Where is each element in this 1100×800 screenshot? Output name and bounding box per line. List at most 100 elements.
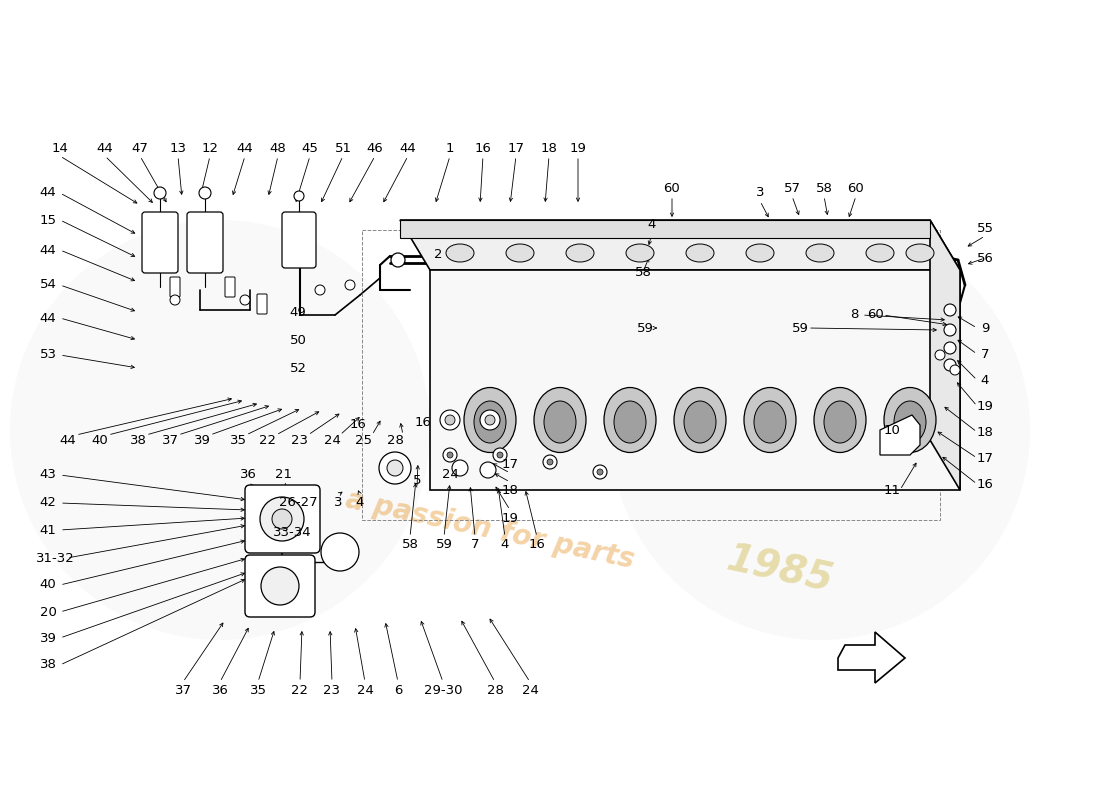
Ellipse shape bbox=[566, 244, 594, 262]
Circle shape bbox=[480, 410, 501, 430]
Ellipse shape bbox=[866, 244, 894, 262]
Text: 48: 48 bbox=[270, 142, 286, 154]
Text: 7: 7 bbox=[981, 347, 989, 361]
Circle shape bbox=[543, 455, 557, 469]
Ellipse shape bbox=[744, 387, 796, 453]
Text: 23: 23 bbox=[292, 434, 308, 446]
Text: 43: 43 bbox=[40, 469, 56, 482]
Text: 16: 16 bbox=[977, 478, 993, 490]
FancyBboxPatch shape bbox=[226, 277, 235, 297]
Ellipse shape bbox=[474, 401, 506, 443]
Text: 18: 18 bbox=[502, 483, 518, 497]
Text: 22: 22 bbox=[292, 683, 308, 697]
Text: 22: 22 bbox=[260, 434, 276, 446]
Text: 31-32: 31-32 bbox=[35, 551, 75, 565]
Ellipse shape bbox=[684, 401, 716, 443]
Text: 37: 37 bbox=[175, 683, 191, 697]
Text: 60: 60 bbox=[663, 182, 681, 194]
Circle shape bbox=[154, 187, 166, 199]
Circle shape bbox=[452, 460, 468, 476]
Text: 58: 58 bbox=[402, 538, 418, 551]
Text: 17: 17 bbox=[507, 142, 525, 154]
Text: 54: 54 bbox=[40, 278, 56, 291]
Ellipse shape bbox=[544, 401, 576, 443]
Text: 3: 3 bbox=[333, 497, 342, 510]
Text: 10: 10 bbox=[883, 423, 901, 437]
Circle shape bbox=[321, 533, 359, 571]
Text: 15: 15 bbox=[40, 214, 56, 226]
Text: 60: 60 bbox=[867, 309, 883, 322]
Text: 44: 44 bbox=[399, 142, 417, 154]
Text: 44: 44 bbox=[40, 186, 56, 199]
Text: 2: 2 bbox=[433, 249, 442, 262]
Ellipse shape bbox=[674, 387, 726, 453]
Text: 17: 17 bbox=[502, 458, 518, 471]
FancyBboxPatch shape bbox=[142, 212, 178, 273]
Ellipse shape bbox=[806, 244, 834, 262]
Ellipse shape bbox=[824, 401, 856, 443]
Text: 24: 24 bbox=[323, 434, 340, 446]
Ellipse shape bbox=[746, 244, 774, 262]
Text: 40: 40 bbox=[91, 434, 109, 446]
Text: 37: 37 bbox=[162, 434, 178, 446]
Text: 16: 16 bbox=[415, 415, 431, 429]
Circle shape bbox=[390, 253, 405, 267]
Circle shape bbox=[345, 280, 355, 290]
Text: 11: 11 bbox=[883, 483, 901, 497]
Text: 59: 59 bbox=[637, 322, 653, 334]
Text: 4: 4 bbox=[648, 218, 657, 231]
Text: 8: 8 bbox=[850, 309, 858, 322]
Text: 44: 44 bbox=[97, 142, 113, 154]
FancyBboxPatch shape bbox=[170, 277, 180, 297]
Text: 4: 4 bbox=[355, 497, 364, 510]
Circle shape bbox=[610, 220, 1030, 640]
Text: 28: 28 bbox=[486, 683, 504, 697]
Text: 44: 44 bbox=[236, 142, 253, 154]
FancyBboxPatch shape bbox=[187, 212, 223, 273]
Ellipse shape bbox=[626, 244, 654, 262]
Circle shape bbox=[260, 497, 304, 541]
Text: 9: 9 bbox=[981, 322, 989, 334]
Text: 20: 20 bbox=[40, 606, 56, 618]
Text: 23: 23 bbox=[323, 683, 341, 697]
Ellipse shape bbox=[534, 387, 586, 453]
Text: 56: 56 bbox=[977, 251, 993, 265]
Circle shape bbox=[440, 410, 460, 430]
Ellipse shape bbox=[884, 387, 936, 453]
Text: 16: 16 bbox=[529, 538, 546, 551]
Text: 41: 41 bbox=[40, 523, 56, 537]
FancyBboxPatch shape bbox=[245, 485, 320, 553]
Circle shape bbox=[485, 415, 495, 425]
Circle shape bbox=[315, 285, 324, 295]
Text: 33-34: 33-34 bbox=[273, 526, 311, 539]
Circle shape bbox=[261, 567, 299, 605]
Text: 29-30: 29-30 bbox=[424, 683, 462, 697]
Text: 26-27: 26-27 bbox=[278, 497, 317, 510]
Text: 25: 25 bbox=[355, 434, 373, 446]
Ellipse shape bbox=[464, 387, 516, 453]
Circle shape bbox=[447, 452, 453, 458]
Text: 44: 44 bbox=[59, 434, 76, 446]
Text: 16: 16 bbox=[350, 418, 366, 431]
Text: 1: 1 bbox=[446, 142, 454, 154]
Text: 12: 12 bbox=[201, 142, 219, 154]
Ellipse shape bbox=[686, 244, 714, 262]
Polygon shape bbox=[400, 220, 960, 270]
Text: 21: 21 bbox=[275, 469, 292, 482]
Ellipse shape bbox=[814, 387, 866, 453]
Circle shape bbox=[597, 469, 603, 475]
Text: 36: 36 bbox=[240, 469, 256, 482]
Circle shape bbox=[294, 191, 304, 201]
Ellipse shape bbox=[614, 401, 646, 443]
Polygon shape bbox=[838, 632, 905, 683]
Circle shape bbox=[379, 452, 411, 484]
Text: 58: 58 bbox=[635, 266, 651, 278]
Text: 58: 58 bbox=[815, 182, 833, 194]
Text: 38: 38 bbox=[40, 658, 56, 671]
Circle shape bbox=[944, 324, 956, 336]
Text: 28: 28 bbox=[386, 434, 404, 446]
Text: 50: 50 bbox=[289, 334, 307, 346]
Circle shape bbox=[446, 415, 455, 425]
FancyBboxPatch shape bbox=[245, 555, 315, 617]
Text: 19: 19 bbox=[570, 142, 586, 154]
